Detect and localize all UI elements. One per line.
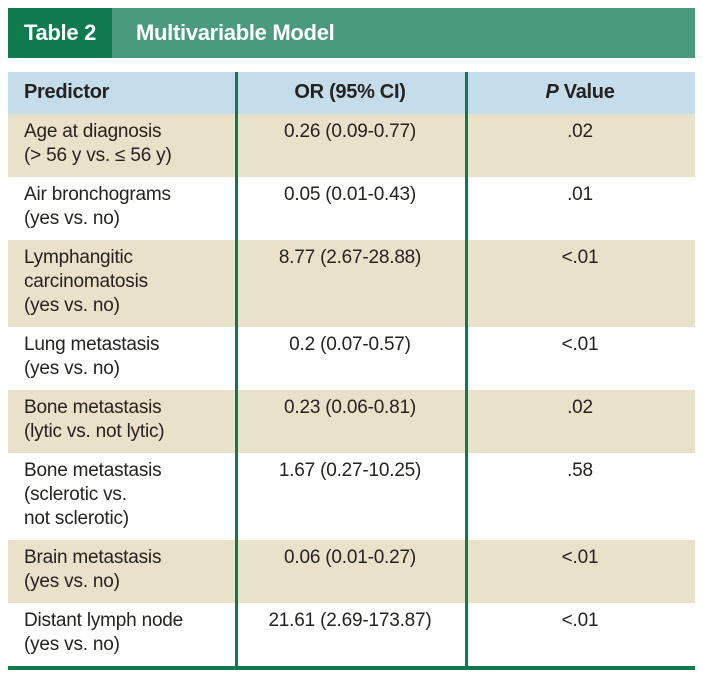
column-divider-2 bbox=[465, 72, 468, 666]
header-predictor: Predictor bbox=[24, 81, 110, 103]
table-header-row: Predictor OR (95% CI) P Value bbox=[8, 72, 695, 114]
table-row: Bone metastasis (sclerotic vs. not sclerot… bbox=[8, 453, 695, 540]
predictor-line: Distant lymph node bbox=[24, 610, 184, 631]
table-title-bar: Table 2 Multivariable Model bbox=[8, 8, 695, 58]
table-row: Lymphangitic carcinomatosis (yes vs. no) 8.… bbox=[8, 240, 695, 327]
predictor-line: Bone metastasis bbox=[24, 460, 162, 481]
p-value-cell: <.01 bbox=[561, 334, 599, 355]
table-row: Lung metastasis (yes vs. no) 0.2 (0.07-0.5… bbox=[8, 327, 695, 390]
or-ci-cell: 0.06 (0.01-0.27) bbox=[284, 547, 416, 568]
column-divider-1 bbox=[235, 72, 238, 666]
p-value-cell: <.01 bbox=[561, 247, 599, 268]
table-body: Age at diagnosis (> 56 y vs. ≤ 56 y) 0.26 … bbox=[8, 114, 695, 666]
predictor-line: (yes vs. no) bbox=[24, 358, 120, 379]
predictor-line: (lytic vs. not lytic) bbox=[24, 421, 165, 442]
header-or-ci: OR (95% CI) bbox=[294, 81, 406, 103]
predictor-line: Lymphangitic bbox=[24, 247, 133, 268]
or-ci-cell: 21.61 (2.69-173.87) bbox=[268, 610, 432, 631]
predictor-line: Bone metastasis bbox=[24, 397, 162, 418]
table-row: Age at diagnosis (> 56 y vs. ≤ 56 y) 0.26 … bbox=[8, 114, 695, 177]
predictor-line: (yes vs. no) bbox=[24, 571, 120, 592]
table-row: Bone metastasis (lytic vs. not lytic) 0.23… bbox=[8, 390, 695, 453]
table-row: Distant lymph node (yes vs. no) 21.61 (2.6… bbox=[8, 603, 695, 666]
table-title: Multivariable Model bbox=[136, 20, 335, 45]
predictor-line: (yes vs. no) bbox=[24, 208, 120, 229]
p-value-cell: .02 bbox=[567, 121, 593, 142]
predictor-cell: Bone metastasis (sclerotic vs. not sclerot… bbox=[8, 453, 235, 540]
p-value-cell: .01 bbox=[567, 184, 593, 205]
or-ci-cell: 0.2 (0.07-0.57) bbox=[289, 334, 411, 355]
predictor-line: carcinomatosis bbox=[24, 271, 148, 292]
predictor-cell: Lymphangitic carcinomatosis (yes vs. no) bbox=[8, 240, 235, 327]
p-italic-label: P bbox=[545, 81, 559, 103]
data-table: Predictor OR (95% CI) P Value Age at dia… bbox=[8, 72, 695, 670]
or-ci-cell: 0.05 (0.01-0.43) bbox=[284, 184, 416, 205]
predictor-cell: Lung metastasis (yes vs. no) bbox=[8, 327, 235, 390]
predictor-cell: Bone metastasis (lytic vs. not lytic) bbox=[8, 390, 235, 453]
or-ci-cell: 0.23 (0.06-0.81) bbox=[284, 397, 416, 418]
predictor-line: Brain metastasis bbox=[24, 547, 162, 568]
p-value-cell: <.01 bbox=[561, 610, 599, 631]
predictor-line: not sclerotic) bbox=[24, 508, 129, 529]
predictor-cell: Age at diagnosis (> 56 y vs. ≤ 56 y) bbox=[8, 114, 235, 177]
table-row: Brain metastasis (yes vs. no) 0.06 (0.01-0… bbox=[8, 540, 695, 603]
p-value-cell: .58 bbox=[567, 460, 593, 481]
predictor-line: (sclerotic vs. bbox=[24, 484, 127, 505]
predictor-line: (> 56 y vs. ≤ 56 y) bbox=[24, 145, 172, 166]
predictor-line: (yes vs. no) bbox=[24, 295, 120, 316]
predictor-cell: Air bronchograms (yes vs. no) bbox=[8, 177, 235, 240]
p-value-cell: <.01 bbox=[561, 547, 599, 568]
predictor-line: Lung metastasis bbox=[24, 334, 160, 355]
predictor-cell: Brain metastasis (yes vs. no) bbox=[8, 540, 235, 603]
predictor-line: Air bronchograms bbox=[24, 184, 171, 205]
p-value-rest-label: Value bbox=[558, 81, 615, 103]
header-p-value: P Value bbox=[465, 72, 695, 114]
predictor-cell: Distant lymph node (yes vs. no) bbox=[8, 603, 235, 666]
or-ci-cell: 1.67 (0.27-10.25) bbox=[278, 460, 422, 481]
table-row: Air bronchograms (yes vs. no) 0.05 (0.01-0… bbox=[8, 177, 695, 240]
predictor-line: (yes vs. no) bbox=[24, 634, 120, 655]
predictor-line: Age at diagnosis bbox=[24, 121, 162, 142]
table-number-tag: Table 2 bbox=[8, 8, 112, 58]
or-ci-cell: 0.26 (0.09-0.77) bbox=[284, 121, 416, 142]
p-value-cell: .02 bbox=[567, 397, 593, 418]
or-ci-cell: 8.77 (2.67-28.88) bbox=[278, 247, 422, 268]
